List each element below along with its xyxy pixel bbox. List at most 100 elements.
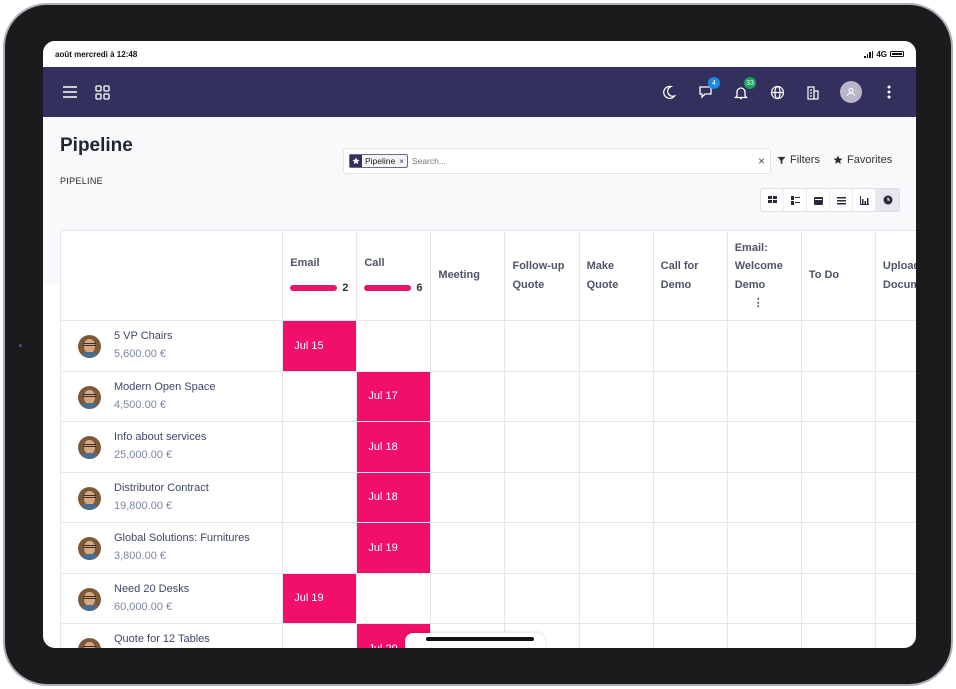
activity-cell-empty[interactable] bbox=[578, 421, 654, 473]
activity-cell-empty[interactable] bbox=[800, 471, 876, 523]
activity-cell-empty[interactable] bbox=[726, 421, 802, 473]
pivot-view-button[interactable] bbox=[830, 189, 853, 211]
filters-button[interactable]: Filters bbox=[777, 154, 820, 166]
activity-cell-empty[interactable] bbox=[356, 320, 432, 372]
record-cell[interactable]: Global Solutions: Furnitures 3,800.00 € bbox=[59, 522, 284, 574]
activity-cell-empty[interactable] bbox=[578, 522, 654, 574]
activity-progress[interactable]: 6 bbox=[364, 279, 423, 297]
bell-icon[interactable]: 33 bbox=[732, 77, 756, 101]
list-view-button[interactable] bbox=[784, 189, 807, 211]
apps-icon[interactable] bbox=[93, 83, 111, 101]
activity-cell-empty[interactable] bbox=[282, 623, 358, 648]
record-cell[interactable]: 5 VP Chairs 5,600.00 € bbox=[59, 320, 284, 372]
activity-cell-empty[interactable] bbox=[504, 370, 580, 422]
graph-view-button[interactable] bbox=[853, 189, 876, 211]
activity-type-header[interactable]: Upload Document bbox=[874, 230, 916, 321]
activity-cell-empty[interactable] bbox=[504, 471, 580, 523]
activity-cell-empty[interactable] bbox=[874, 320, 916, 372]
activity-cell-empty[interactable] bbox=[652, 471, 728, 523]
activity-cell-empty[interactable] bbox=[430, 421, 506, 473]
activity-cell-overdue[interactable]: Jul 19 bbox=[356, 522, 432, 574]
activity-cell-empty[interactable] bbox=[800, 522, 876, 574]
search-facet[interactable]: Pipeline × bbox=[349, 154, 408, 168]
building-icon[interactable] bbox=[804, 83, 822, 101]
activity-cell-empty[interactable] bbox=[800, 320, 876, 372]
activity-cell-empty[interactable] bbox=[282, 471, 358, 523]
activity-cell-empty[interactable] bbox=[282, 522, 358, 574]
facet-remove-icon[interactable]: × bbox=[399, 156, 404, 166]
activity-cell-empty[interactable] bbox=[726, 320, 802, 372]
activity-cell-overdue[interactable]: Jul 17 bbox=[356, 370, 432, 422]
activity-type-header[interactable]: Email: Welcome Demo ⋮ bbox=[726, 230, 802, 321]
activity-cell-empty[interactable] bbox=[652, 421, 728, 473]
activity-cell-empty[interactable] bbox=[874, 623, 916, 648]
activity-cell-empty[interactable] bbox=[726, 522, 802, 574]
activity-cell-empty[interactable] bbox=[874, 522, 916, 574]
activity-cell-empty[interactable] bbox=[726, 572, 802, 624]
activity-cell-empty[interactable] bbox=[282, 370, 358, 422]
activity-cell-empty[interactable] bbox=[652, 320, 728, 372]
search-bar[interactable]: Pipeline × × bbox=[343, 148, 771, 174]
activity-cell-empty[interactable] bbox=[726, 471, 802, 523]
activity-cell-overdue[interactable]: Jul 18 bbox=[356, 421, 432, 473]
activity-type-header[interactable]: To Do bbox=[800, 230, 876, 321]
activity-cell-empty[interactable] bbox=[726, 623, 802, 648]
activity-cell-empty[interactable] bbox=[504, 421, 580, 473]
activity-cell-overdue[interactable]: Jul 18 bbox=[356, 471, 432, 523]
activity-cell-overdue[interactable]: Jul 15 bbox=[282, 320, 358, 372]
search-input[interactable] bbox=[411, 156, 754, 166]
activity-cell-empty[interactable] bbox=[652, 370, 728, 422]
user-avatar[interactable] bbox=[840, 81, 862, 103]
activity-cell-empty[interactable] bbox=[282, 421, 358, 473]
activity-type-header[interactable]: Call 6 bbox=[356, 230, 432, 321]
activity-cell-empty[interactable] bbox=[578, 471, 654, 523]
more-vertical-icon[interactable]: ⋮ bbox=[752, 296, 764, 309]
activity-cell-empty[interactable] bbox=[578, 572, 654, 624]
activity-type-header[interactable]: Make Quote bbox=[578, 230, 654, 321]
activity-cell-empty[interactable] bbox=[430, 572, 506, 624]
activity-cell-empty[interactable] bbox=[430, 522, 506, 574]
activity-cell-empty[interactable] bbox=[800, 370, 876, 422]
activity-cell-overdue[interactable]: Jul 19 bbox=[282, 572, 358, 624]
activity-cell-empty[interactable] bbox=[652, 623, 728, 648]
activity-cell-empty[interactable] bbox=[652, 522, 728, 574]
activity-type-header[interactable]: Call for Demo bbox=[652, 230, 728, 321]
record-cell[interactable]: Need 20 Desks 60,000.00 € bbox=[59, 572, 284, 624]
chat-icon[interactable]: 4 bbox=[696, 77, 720, 101]
moon-icon[interactable] bbox=[660, 83, 678, 101]
activity-view-button[interactable] bbox=[876, 189, 899, 211]
activity-cell-empty[interactable] bbox=[874, 572, 916, 624]
close-icon[interactable]: × bbox=[757, 154, 765, 168]
activity-progress[interactable]: 2 bbox=[290, 279, 349, 297]
favorites-button[interactable]: Favorites bbox=[833, 154, 892, 166]
activity-cell-empty[interactable] bbox=[726, 370, 802, 422]
activity-type-header[interactable]: Follow-up Quote bbox=[504, 230, 580, 321]
activity-cell-empty[interactable] bbox=[800, 623, 876, 648]
record-cell[interactable]: Distributor Contract 19,800.00 € bbox=[59, 471, 284, 523]
globe-icon[interactable] bbox=[768, 83, 786, 101]
activity-cell-empty[interactable] bbox=[430, 370, 506, 422]
activity-cell-empty[interactable] bbox=[356, 572, 432, 624]
activity-cell-empty[interactable] bbox=[430, 320, 506, 372]
activity-cell-empty[interactable] bbox=[800, 421, 876, 473]
record-cell[interactable]: Quote for 12 Tables bbox=[59, 623, 284, 648]
activity-cell-empty[interactable] bbox=[874, 370, 916, 422]
activity-cell-empty[interactable] bbox=[874, 421, 916, 473]
breadcrumb[interactable]: PIPELINE bbox=[60, 176, 103, 186]
activity-type-header[interactable]: Meeting bbox=[430, 230, 506, 321]
activity-cell-empty[interactable] bbox=[800, 572, 876, 624]
activity-cell-empty[interactable] bbox=[504, 522, 580, 574]
record-cell[interactable]: Info about services 25,000.00 € bbox=[59, 421, 284, 473]
menu-icon[interactable] bbox=[61, 83, 79, 101]
activity-cell-empty[interactable] bbox=[504, 320, 580, 372]
activity-cell-empty[interactable] bbox=[578, 370, 654, 422]
more-vertical-icon[interactable] bbox=[880, 83, 898, 101]
activity-cell-empty[interactable] bbox=[578, 623, 654, 648]
calendar-view-button[interactable] bbox=[807, 189, 830, 211]
kanban-view-button[interactable] bbox=[761, 189, 784, 211]
activity-cell-empty[interactable] bbox=[874, 471, 916, 523]
record-cell[interactable]: Modern Open Space 4,500.00 € bbox=[59, 370, 284, 422]
activity-cell-empty[interactable] bbox=[652, 572, 728, 624]
activity-cell-empty[interactable] bbox=[430, 471, 506, 523]
activity-type-header[interactable]: Email 2 bbox=[282, 230, 358, 321]
